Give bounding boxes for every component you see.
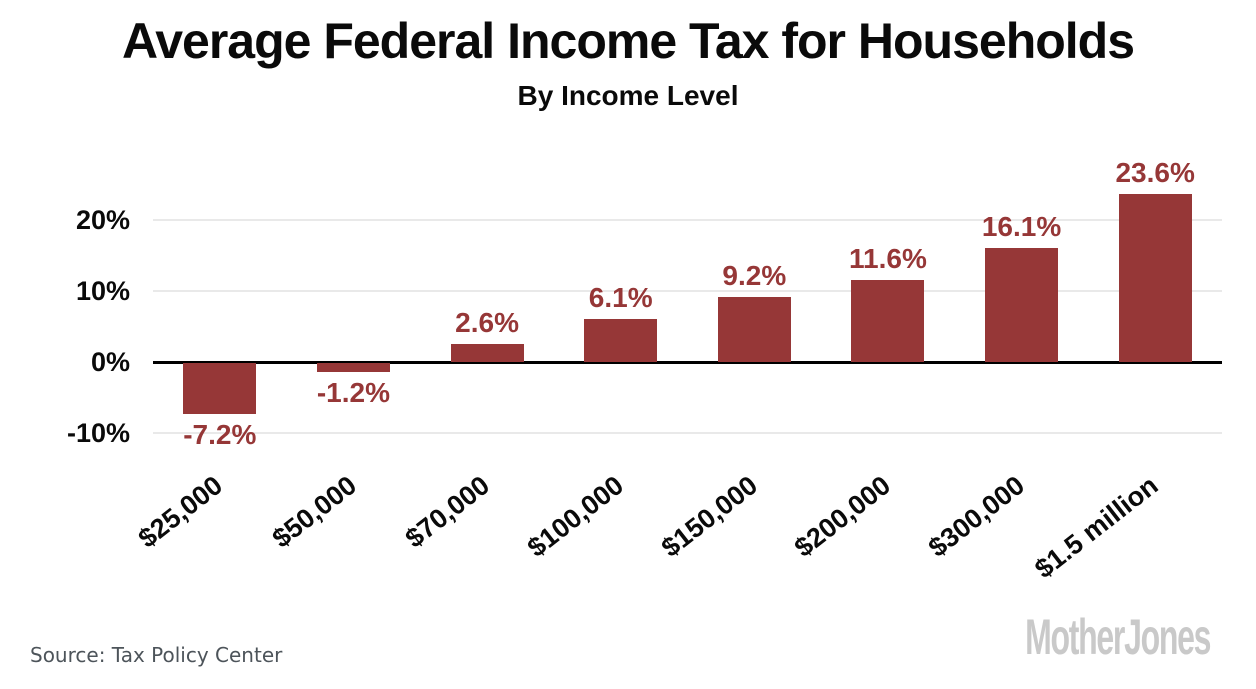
gridline (153, 290, 1222, 292)
bar (1118, 194, 1192, 362)
bar-value-label: 11.6% (849, 242, 927, 274)
motherjones-logo: MotherJones (1024, 609, 1211, 665)
bar (316, 363, 390, 372)
gridline (153, 432, 1222, 434)
source-note: Source: Tax Policy Center (30, 643, 283, 667)
bar-value-label: 6.1% (588, 281, 653, 313)
bar (717, 296, 791, 362)
y-axis-tick-label: 20% (75, 205, 130, 235)
bar (985, 247, 1059, 362)
x-axis-category-label: $50,000 (266, 470, 362, 554)
gridline (153, 219, 1222, 221)
chart-subtitle: By Income Level (517, 80, 739, 111)
chart-title: Average Federal Income Tax for Household… (121, 13, 1135, 69)
y-axis-tick-label: 0% (90, 347, 130, 377)
bar (851, 279, 925, 362)
x-axis-category-label: $70,000 (400, 470, 496, 554)
bar (183, 363, 257, 415)
x-axis-category-label: $1.5 million (1029, 470, 1164, 585)
y-axis-tick-label: -10% (66, 418, 130, 448)
x-axis-category-label: $25,000 (132, 470, 229, 554)
bar-value-label: -1.2% (316, 376, 391, 408)
zero-axis-line (153, 361, 1222, 364)
bar-value-label: 9.2% (722, 259, 787, 291)
bar-value-label: 23.6% (1115, 157, 1195, 189)
x-axis-category-label: $100,000 (521, 470, 630, 563)
y-axis-tick-label: 10% (75, 276, 130, 306)
x-axis-category-label: $200,000 (789, 470, 897, 563)
bar-value-label: 16.1% (981, 210, 1062, 242)
bar (450, 343, 524, 362)
bar-value-label: -7.2% (183, 419, 257, 451)
x-axis-category-label: $300,000 (922, 470, 1031, 563)
bar-value-label: 2.6% (455, 306, 519, 338)
bar (584, 318, 658, 362)
x-axis-category-label: $150,000 (655, 470, 763, 563)
